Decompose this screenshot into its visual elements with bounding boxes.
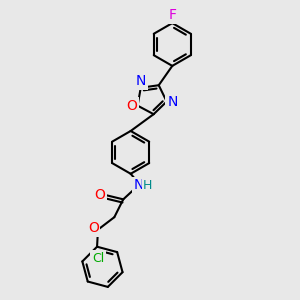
- Text: H: H: [143, 178, 152, 192]
- Text: N: N: [167, 94, 178, 109]
- Text: O: O: [127, 99, 137, 113]
- Text: N: N: [136, 74, 146, 88]
- Text: Cl: Cl: [92, 252, 104, 265]
- Text: F: F: [168, 8, 176, 22]
- Text: N: N: [134, 178, 144, 192]
- Text: O: O: [94, 188, 105, 202]
- Text: O: O: [88, 221, 99, 235]
